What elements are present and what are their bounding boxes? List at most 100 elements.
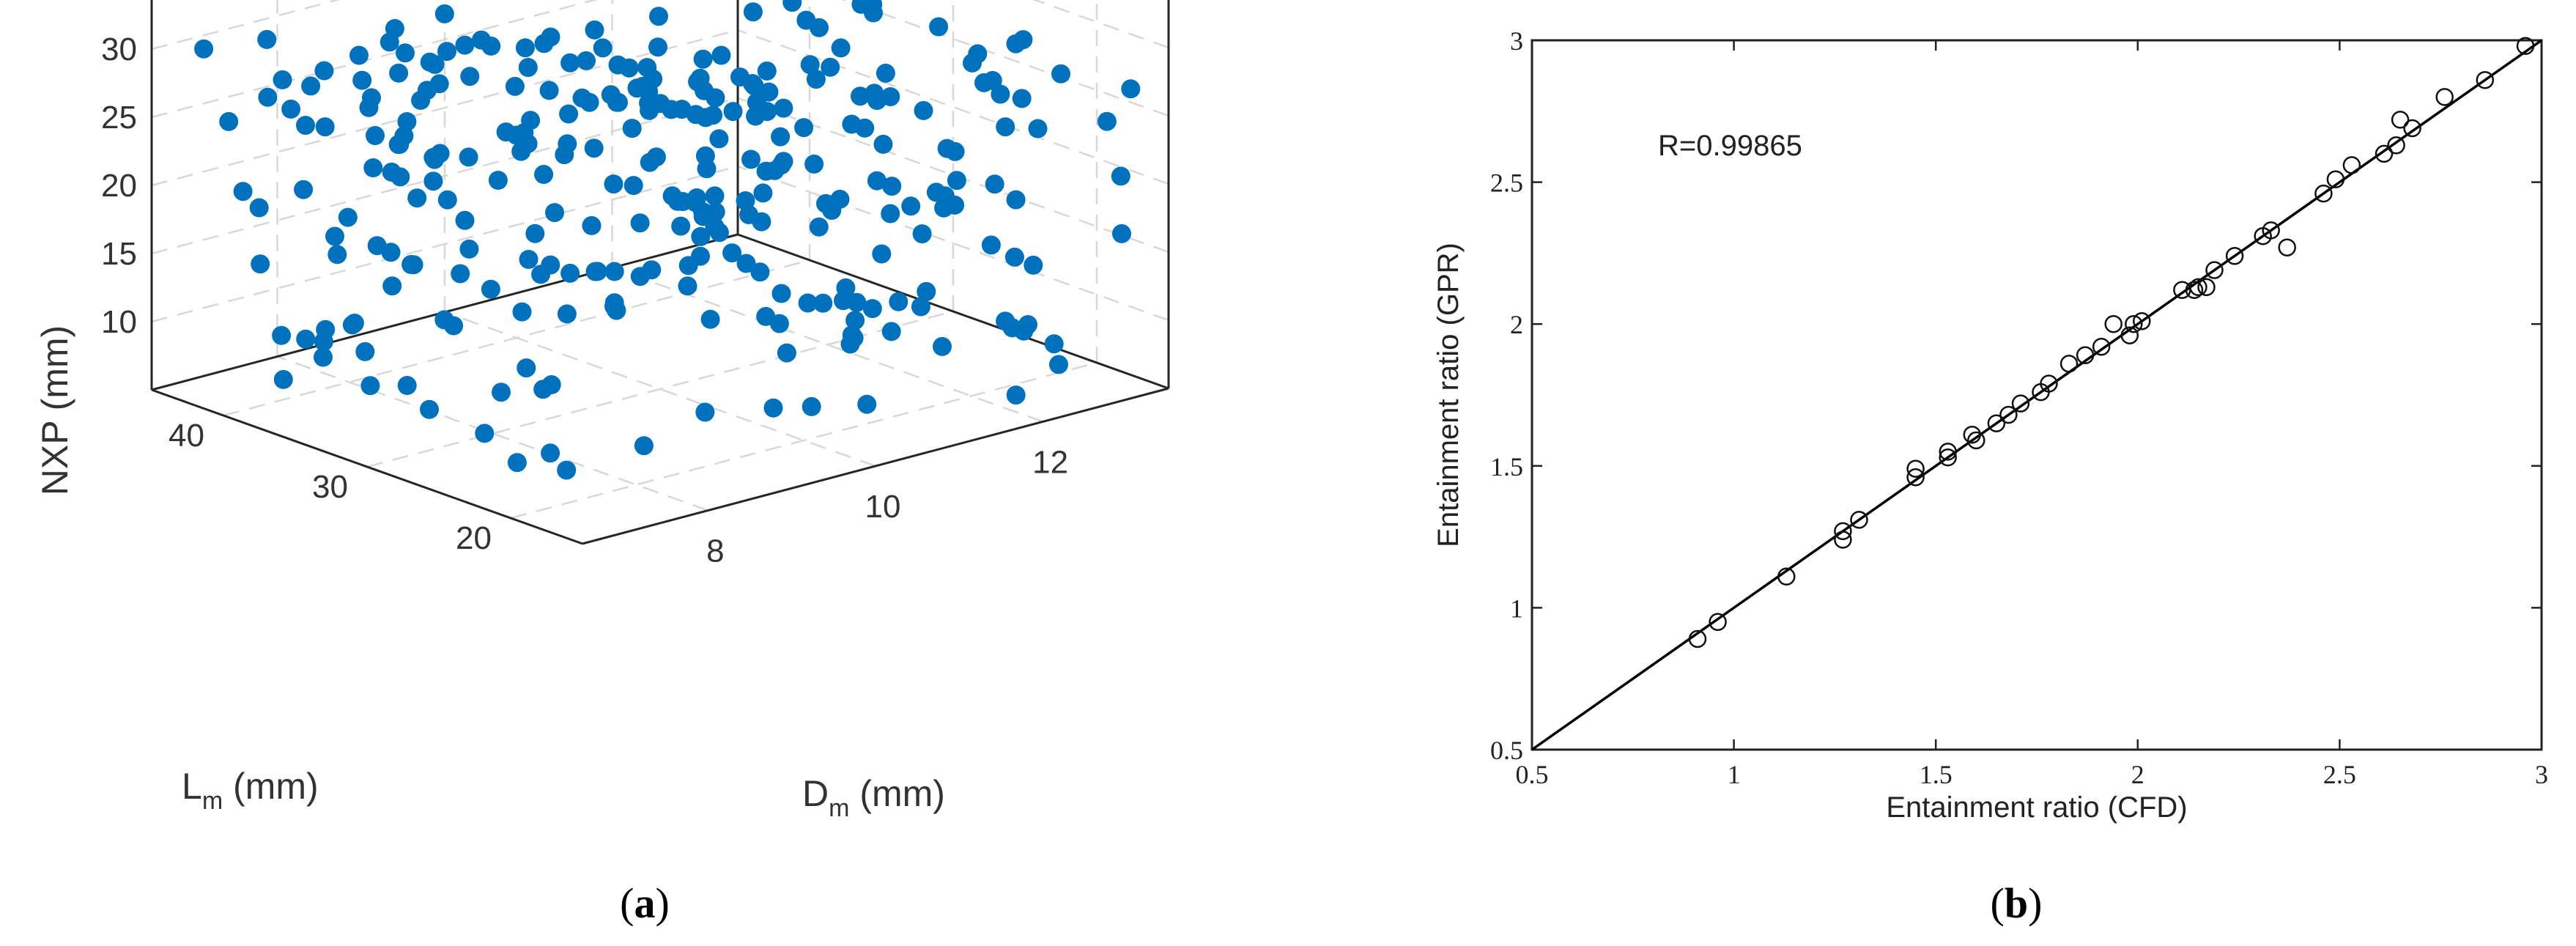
z-tick-label: 30	[101, 32, 137, 67]
data-point	[314, 332, 333, 352]
data-point	[722, 243, 742, 263]
data-point	[429, 74, 449, 94]
data-point	[397, 112, 417, 131]
data-point	[700, 309, 720, 329]
data-point	[914, 100, 933, 120]
data-point	[488, 171, 508, 190]
data-point	[911, 297, 930, 317]
grid-line	[444, 311, 876, 468]
data-point	[455, 35, 475, 55]
data-point	[1112, 223, 1131, 243]
data-point	[758, 102, 777, 122]
data-point	[991, 84, 1010, 104]
data-point	[385, 19, 404, 38]
data-point	[1850, 511, 1868, 529]
data-point	[314, 61, 334, 81]
data-point	[2516, 37, 2535, 55]
data-point	[507, 453, 527, 473]
x-tick-label: 0.5	[1516, 760, 1549, 789]
data-point	[2011, 394, 2030, 413]
data-point	[396, 43, 415, 63]
data-point	[506, 125, 526, 145]
data-point	[671, 216, 691, 236]
data-point	[325, 226, 344, 246]
data-point	[2197, 278, 2216, 297]
data-point	[917, 281, 936, 301]
data-point	[774, 152, 793, 171]
data-point	[687, 188, 706, 207]
data-point	[889, 292, 908, 311]
y-tick-label: 40	[169, 418, 204, 454]
data-point	[1939, 443, 1957, 461]
data-point	[809, 217, 829, 237]
data-point	[593, 38, 612, 58]
data-point	[851, 86, 870, 106]
data-point	[481, 279, 500, 299]
data-point	[842, 114, 862, 134]
data-point	[1018, 315, 1037, 334]
x-tick-label: 8	[706, 533, 724, 569]
data-point	[580, 92, 599, 112]
y-tick-label: 1	[1510, 594, 1523, 623]
data-point	[881, 322, 901, 341]
data-point	[2189, 278, 2207, 297]
data-point	[806, 70, 826, 89]
panel-a-z-axis-label: NXP (mm)	[34, 325, 75, 495]
data-point	[609, 92, 628, 112]
y-tick-label: 1.5	[1490, 452, 1523, 481]
panel-a-y-axis-label-sub: m	[202, 787, 223, 815]
panel-b-y-axis-label: Entainment ratio (GPR)	[1432, 243, 1465, 547]
data-point	[315, 117, 335, 137]
data-point	[1967, 431, 1985, 450]
data-point	[257, 29, 277, 49]
data-point	[381, 243, 401, 262]
data-point	[407, 188, 427, 208]
data-point	[2205, 261, 2224, 279]
panel-a-y-ticks: 20 30 40	[169, 418, 492, 556]
panel-a-label-close: )	[656, 879, 670, 927]
panel-a-y-axis-label: Lm (mm)	[182, 766, 319, 815]
data-point	[296, 116, 315, 135]
data-point	[648, 37, 667, 57]
data-point	[709, 129, 729, 149]
panel-a-label-letter: a	[634, 879, 656, 927]
z-tick-label: 15	[101, 236, 137, 272]
data-point	[865, 84, 884, 103]
data-point	[691, 226, 711, 246]
data-point	[604, 262, 624, 281]
data-point	[423, 171, 443, 191]
data-point	[831, 38, 851, 58]
data-point	[219, 111, 239, 131]
y-tick-label: 2	[1510, 310, 1523, 339]
panel-b-ticks: 0.5 1 1.5 2 2.5 3 0.5 1 1.5 2 2.5 3	[1490, 26, 2548, 789]
data-point	[2133, 312, 2151, 330]
data-point	[338, 207, 358, 227]
data-point	[388, 135, 408, 155]
data-point	[534, 165, 554, 184]
data-point	[2387, 136, 2405, 155]
data-point	[901, 196, 921, 216]
data-point	[294, 180, 314, 199]
data-point	[517, 358, 536, 378]
data-point	[518, 58, 538, 77]
y-tick-label: 0.5	[1490, 736, 1523, 765]
data-point	[584, 138, 604, 158]
data-point	[739, 205, 759, 224]
data-point	[425, 54, 445, 74]
data-point	[646, 147, 666, 167]
data-point	[2104, 314, 2122, 333]
data-point	[693, 49, 713, 69]
data-point	[622, 119, 642, 138]
panel-b-label: (b)	[1991, 879, 2043, 927]
x-tick-label: 2	[2131, 760, 2144, 789]
data-point	[743, 2, 763, 22]
data-point	[560, 263, 580, 283]
data-point	[857, 394, 877, 414]
data-point	[876, 63, 895, 83]
data-point	[711, 45, 731, 65]
data-point	[1012, 89, 1032, 108]
data-point	[695, 402, 715, 422]
data-point	[2278, 238, 2296, 256]
box-edge	[582, 387, 1169, 545]
data-point	[2076, 346, 2095, 365]
